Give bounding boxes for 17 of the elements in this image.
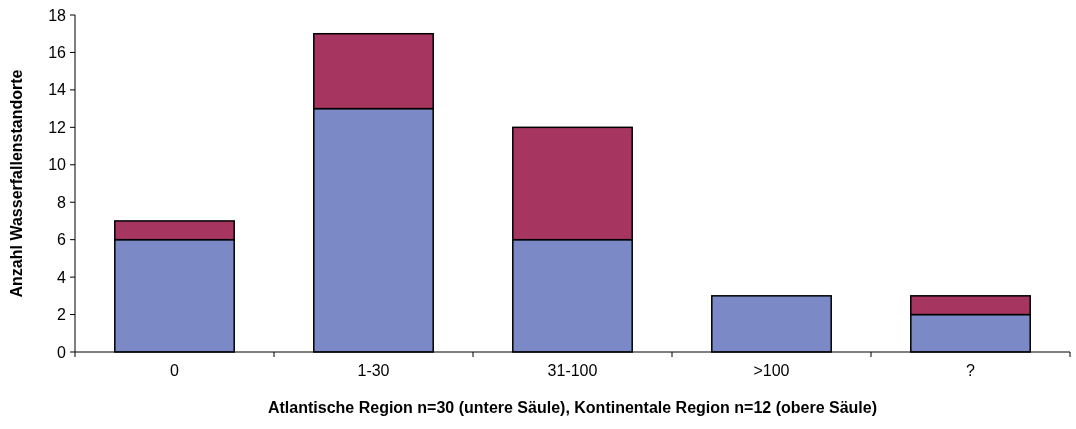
x-tick-label: 0	[170, 362, 180, 379]
y-tick-label: 6	[57, 231, 67, 249]
x-tick-label: 1-30	[357, 362, 390, 379]
y-tick-label: 8	[57, 193, 67, 211]
y-tick-label: 10	[48, 156, 67, 174]
y-axis-title: Anzahl Wasserfallenstandorte	[8, 69, 25, 298]
y-tick-label: 14	[48, 81, 67, 99]
y-tick-label: 16	[48, 44, 67, 62]
x-tick-label: ?	[966, 362, 976, 379]
x-axis-title: Atlantische Region n=30 (untere Säule), Kontinentale Region n=12 (obere Säule)	[267, 399, 878, 416]
x-tick-label: 31-100	[547, 362, 598, 379]
y-tick-label: 2	[57, 306, 67, 324]
y-tick-label: 18	[48, 6, 67, 24]
y-tick-label: 4	[57, 268, 67, 286]
y-tick-label: 12	[48, 118, 67, 136]
x-tick-label: >100	[753, 362, 790, 379]
y-tick-label: 0	[57, 343, 67, 361]
